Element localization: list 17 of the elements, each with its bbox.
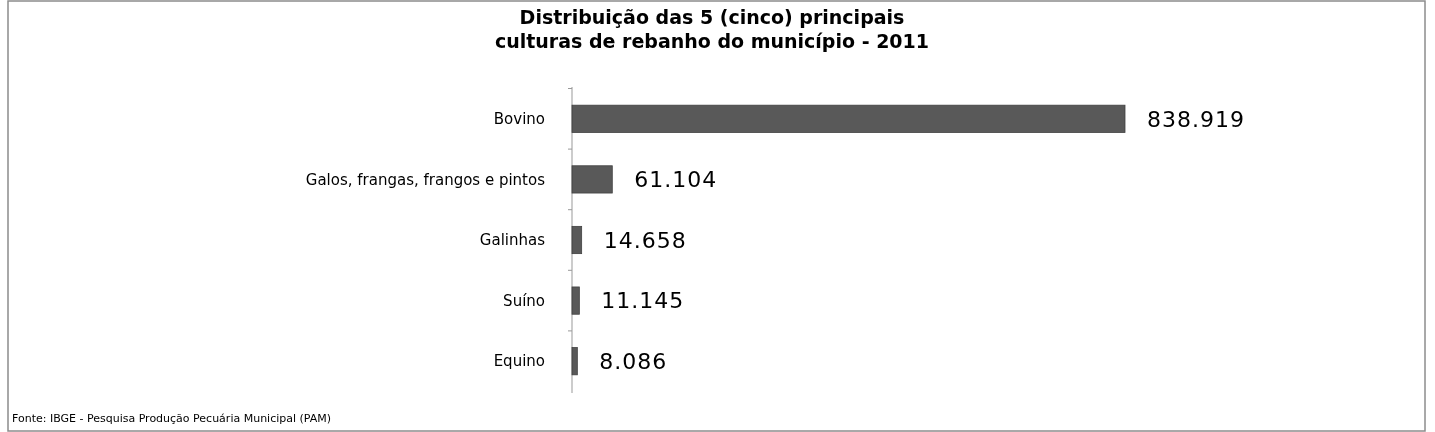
bar xyxy=(571,286,580,315)
y-tick-label: Galinhas xyxy=(479,231,546,250)
data-label: 11.145 xyxy=(601,288,685,314)
data-label: 8.086 xyxy=(599,348,668,374)
bar xyxy=(571,104,1126,133)
y-tick-label: Equino xyxy=(493,352,545,371)
bar xyxy=(571,347,578,376)
data-label: 838.919 xyxy=(1147,106,1245,132)
data-label: 61.104 xyxy=(634,167,718,193)
chart-title: Distribuição das 5 (cinco) principais culturas de rebanho do município - 2011 xyxy=(494,6,930,52)
data-label: 14.658 xyxy=(603,227,687,253)
bar xyxy=(571,165,613,194)
y-tick-label: Galos, frangas, frangos e pintos xyxy=(305,170,546,189)
y-tick-label: Suíno xyxy=(503,291,545,310)
bar xyxy=(571,225,583,255)
y-tick-label: Bovino xyxy=(493,110,545,129)
source-note: Fonte: IBGE - Pesquisa Produção Pecuária Municipal (PAM) xyxy=(12,412,332,425)
